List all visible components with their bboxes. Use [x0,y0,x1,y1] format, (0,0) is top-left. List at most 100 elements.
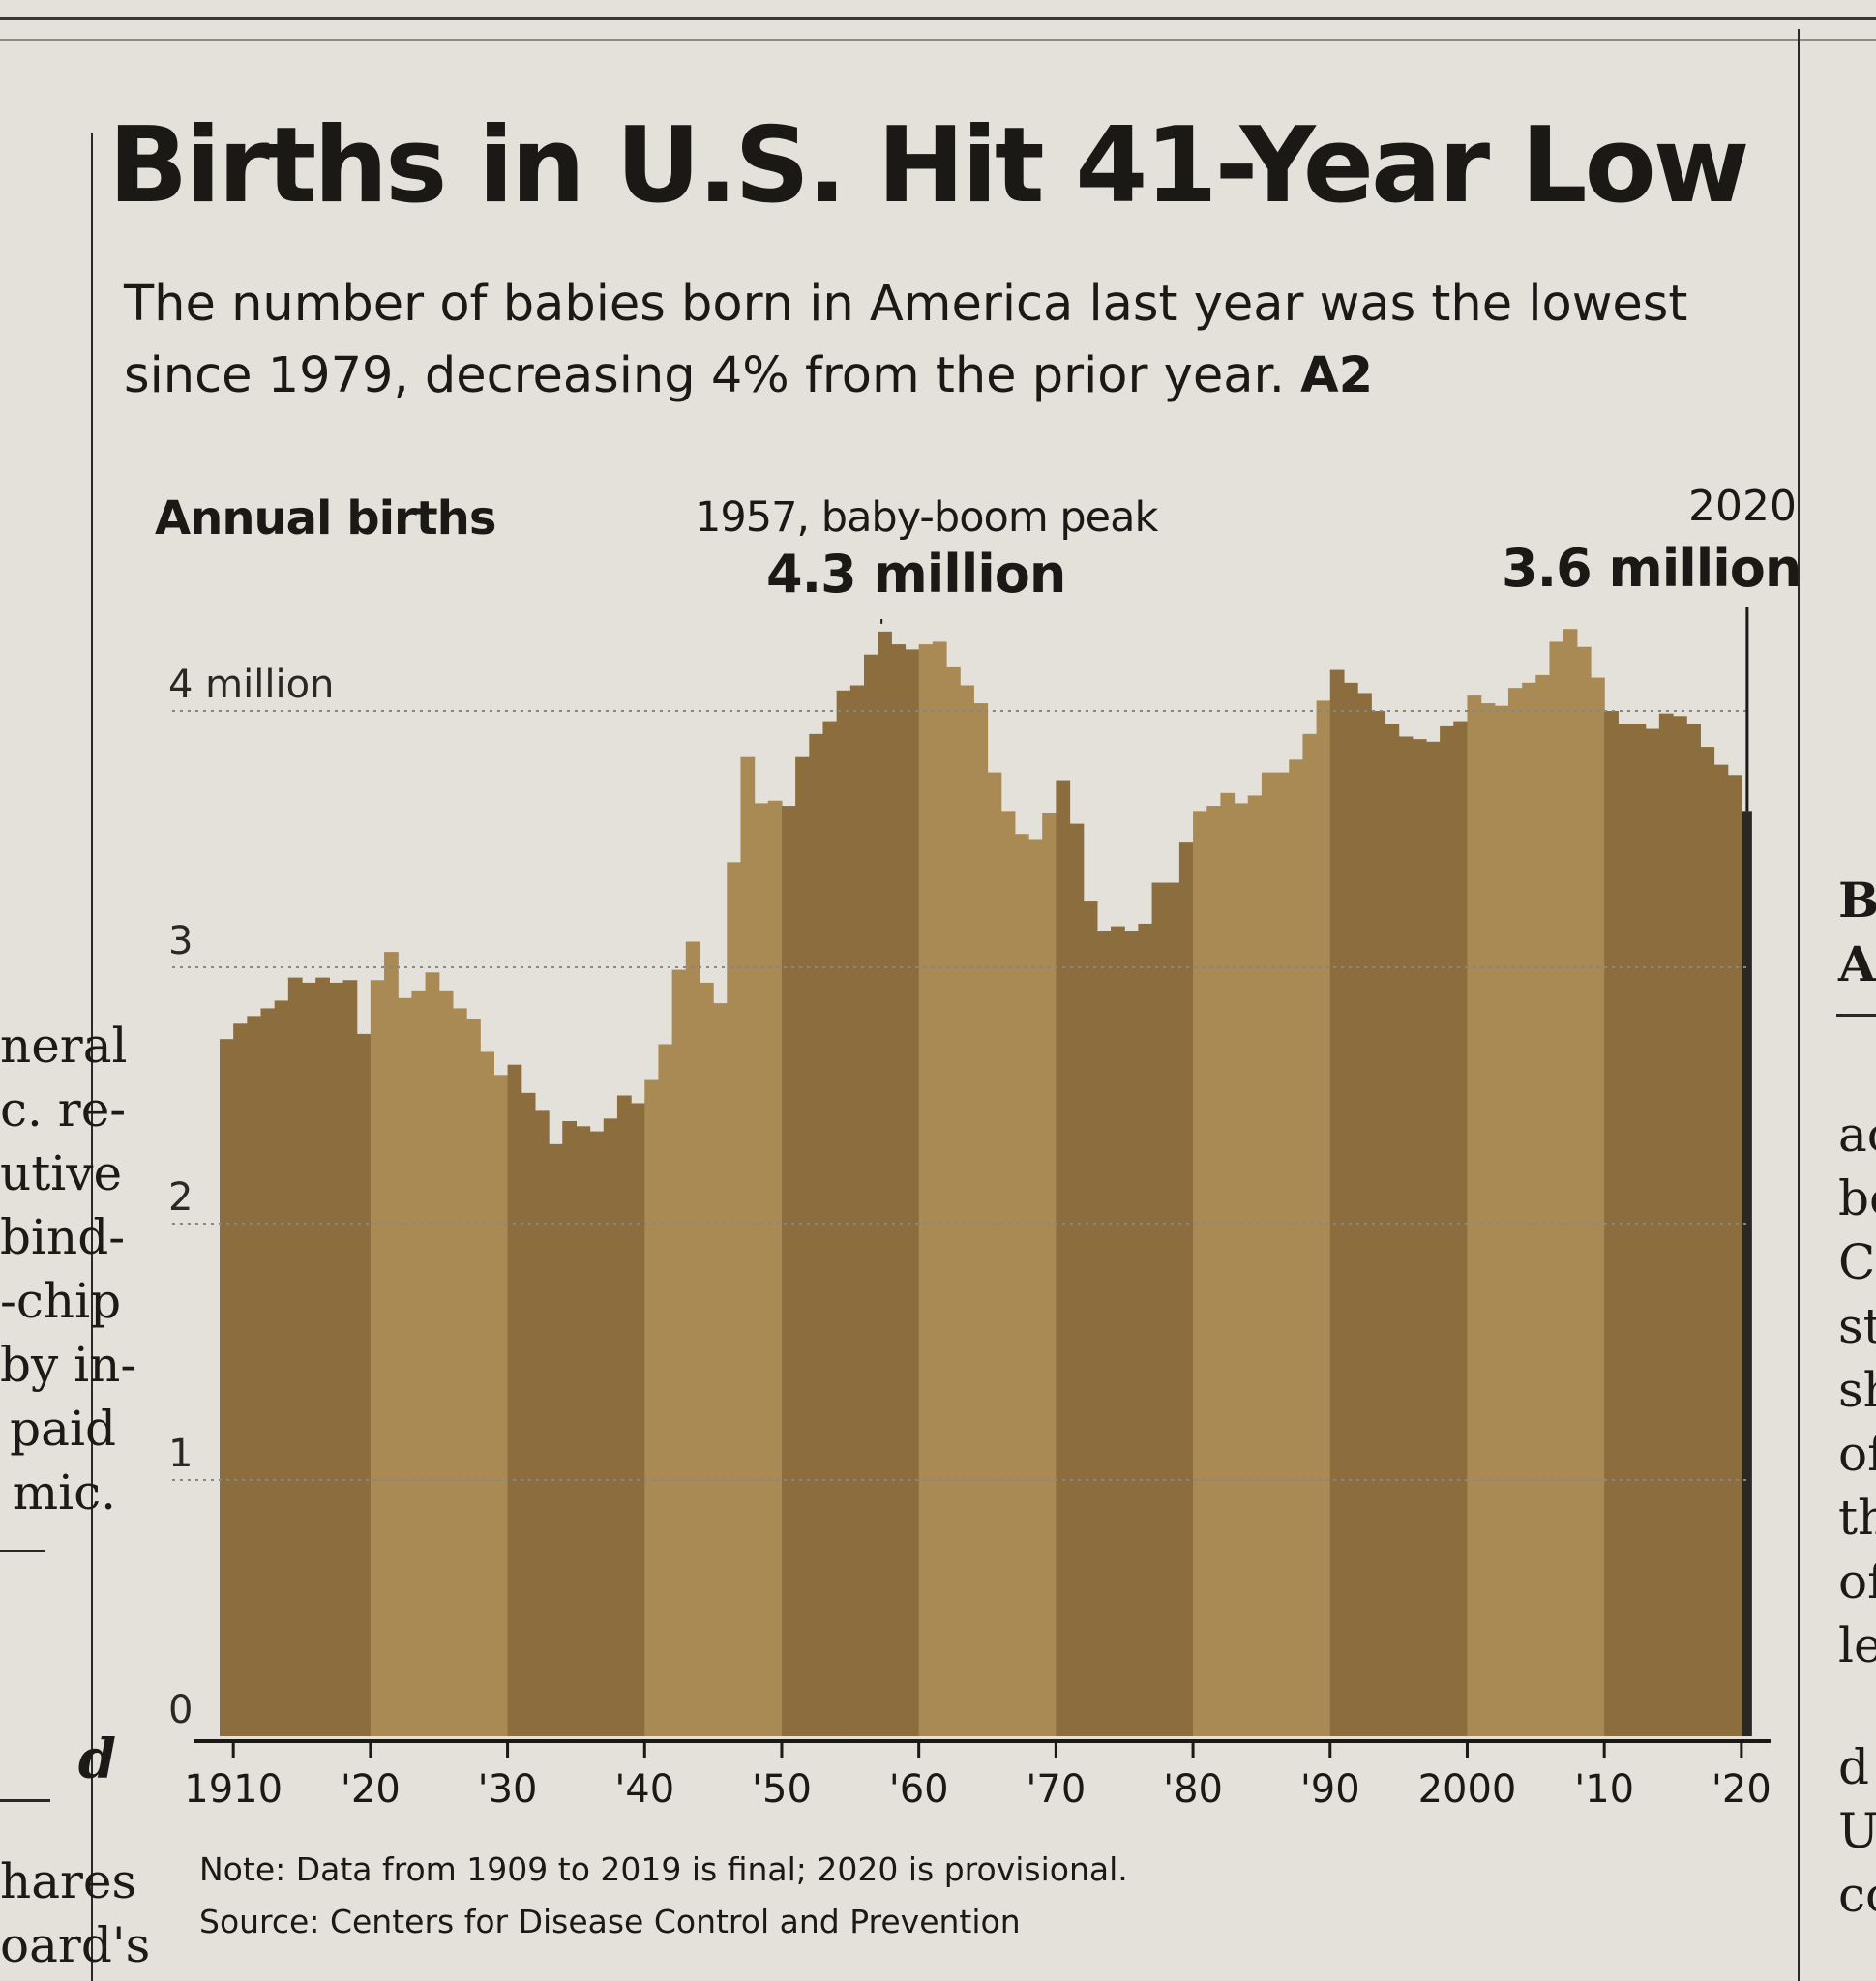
bar-year-1918 [342,980,358,1736]
adjacent-left-line: c. re- [0,1081,127,1138]
bar-year-1991 [1343,682,1358,1736]
bar-year-1950 [781,806,796,1736]
adjacent-left-line: -chip [0,1273,122,1329]
bar-year-1935 [576,1126,591,1736]
bar-year-2012 [1631,724,1647,1736]
adjacent-left-rule [0,1550,45,1552]
adjacent-right-line: U [1838,1803,1876,1859]
chart-notes: Note: Data from 1909 to 2019 is final; 2… [199,1844,1128,1948]
chart-source: Source: Centers for Disease Control and … [199,1903,1021,1940]
bar-year-1921 [384,952,399,1736]
bar-year-2020 [1742,811,1752,1736]
bar-year-2008 [1576,646,1592,1736]
adjacent-right-line: st [1838,1298,1876,1354]
bar-year-1997 [1425,741,1441,1736]
adjacent-left-line: d [77,1728,116,1791]
bar-year-2007 [1563,629,1578,1737]
chart-note: Note: Data from 1909 to 2019 is final; 2… [199,1850,1128,1888]
deck-text: The number of babies born in America las… [124,276,1688,404]
bar-year-1909 [220,1039,234,1736]
bar-year-1966 [1000,811,1016,1736]
bar-year-1962 [946,666,961,1737]
adjacent-column-right: B A ac be C st sh of th of le d U co [1838,869,1876,1927]
bar-year-1953 [822,721,838,1736]
bar-year-1932 [534,1110,550,1736]
bar-year-1923 [411,990,427,1736]
bar-year-1933 [549,1143,563,1736]
bar-year-1957 [878,631,892,1736]
adjacent-left-line: utive [0,1145,123,1201]
bar-year-2014 [1658,713,1674,1736]
bar-year-2017 [1700,747,1715,1736]
y-tick-label: 2 [168,1175,193,1220]
bar-year-1911 [247,1016,262,1736]
bar-year-1985 [1261,772,1276,1736]
y-tick-label: 3 [168,919,193,963]
bar-year-1937 [603,1118,618,1736]
deck: The number of babies born in America las… [124,269,1691,412]
bar-year-1915 [302,982,316,1736]
bar-year-1998 [1440,725,1454,1736]
bar-year-1942 [671,969,687,1736]
bar-year-2010 [1604,711,1619,1736]
bar-year-1916 [315,977,330,1736]
bar-year-1986 [1275,772,1290,1736]
bar-year-1964 [973,703,989,1736]
bar-year-1941 [658,1044,673,1736]
x-tick-label: 1910 [184,1767,283,1812]
adjacent-right-line: B [1838,872,1876,929]
bar-year-1963 [960,685,974,1736]
adjacent-right-line: of [1838,1553,1876,1610]
latest-annotation-label: 2020 [1688,482,1797,531]
bar-year-2013 [1645,728,1660,1736]
bar-year-1939 [631,1103,645,1736]
bar-year-1975 [1124,931,1139,1736]
x-tick-label: '60 [889,1767,949,1812]
adjacent-right-line: d [1838,1739,1870,1795]
x-tick-label: '30 [478,1767,538,1812]
bar-year-1973 [1096,931,1112,1736]
bar-year-2005 [1535,674,1551,1736]
x-tick-label: '70 [1026,1767,1086,1812]
bar-year-1914 [287,977,303,1736]
bar-year-1931 [521,1092,536,1736]
bar-year-1981 [1206,806,1222,1736]
y-tick-label: 1 [168,1432,193,1476]
bar-year-2003 [1507,688,1523,1736]
bar-year-1947 [740,756,756,1736]
peak-annotation-value: 4.3 million [766,544,1066,605]
bar-year-1946 [727,862,742,1736]
bar-year-1951 [795,756,810,1736]
bar-year-1978 [1165,882,1180,1736]
bar-year-1940 [644,1079,660,1736]
bar-year-1974 [1111,926,1125,1736]
bar-year-1928 [480,1051,494,1736]
x-tick-label: 2000 [1418,1767,1517,1812]
bar-year-1990 [1329,669,1345,1736]
bar-year-1954 [836,690,851,1736]
adjacent-right-rule [1836,1014,1876,1017]
bar-year-1934 [562,1121,578,1736]
bar-year-1919 [356,1033,372,1736]
chart-title: Annual births [155,491,496,546]
bar-year-1956 [863,654,878,1737]
bar-year-1960 [918,644,934,1736]
headline: Births in U.S. Hit 41-Year Low [108,105,1750,226]
bar-year-1949 [767,800,783,1736]
bar-year-1936 [589,1131,605,1736]
bar-year-1972 [1083,901,1098,1736]
bar-year-2009 [1591,677,1605,1736]
x-tick-label: '20 [1712,1767,1772,1812]
bar-year-1943 [685,941,700,1736]
x-tick-label: '80 [1163,1767,1223,1812]
bar-year-2006 [1549,641,1564,1737]
adjacent-left-line: oard's [0,1917,151,1973]
bar-year-1955 [849,685,865,1736]
adjacent-right-line: th [1838,1490,1876,1546]
adjacent-left-line: by in- [0,1337,137,1393]
bar-year-1989 [1316,700,1331,1736]
bar-year-1922 [398,997,412,1736]
bar-year-1948 [754,803,769,1736]
bar-year-1952 [809,733,824,1736]
